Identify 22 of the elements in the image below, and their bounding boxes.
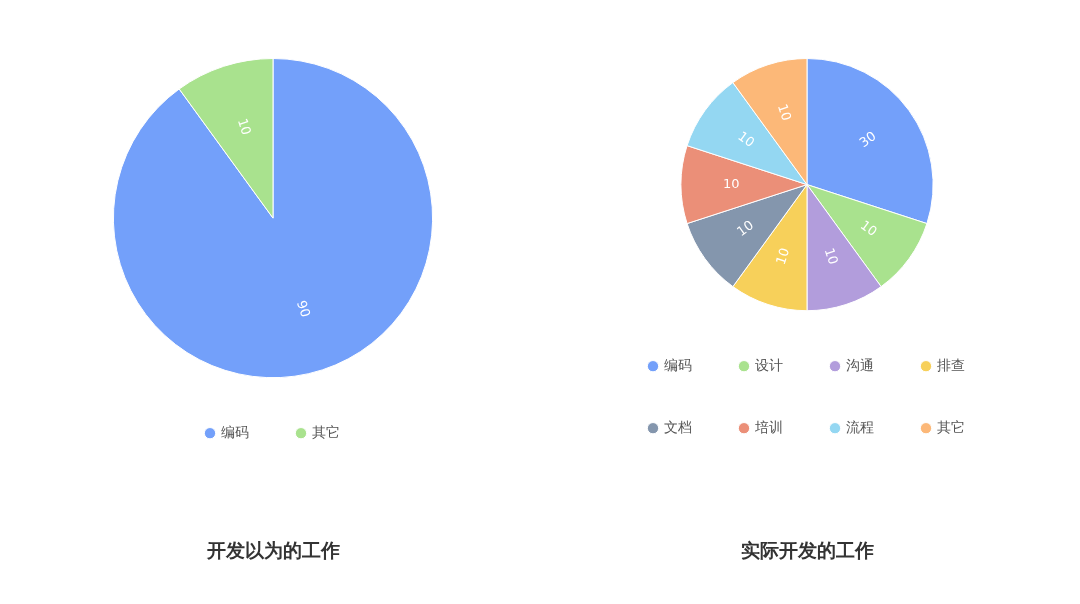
data-label: 10	[234, 116, 255, 137]
legend-label: 排查	[937, 356, 965, 373]
data-label: 10	[775, 102, 795, 123]
data-label: 10	[772, 246, 793, 267]
legend-label: 编码	[664, 356, 692, 373]
text: 开发以为的工作	[205, 538, 340, 561]
data-label: 10	[857, 217, 880, 240]
legend-label: 其它	[312, 423, 340, 440]
data-label: 10	[735, 128, 758, 151]
data-label: 30	[856, 128, 879, 151]
legend-label: 流程	[846, 418, 874, 435]
legend-label: 沟通	[846, 356, 874, 373]
legend-label: 编码	[221, 423, 249, 440]
data-label: 90	[293, 298, 314, 320]
legend-label: 培训	[754, 418, 783, 435]
text: 实际开发的工作	[740, 538, 874, 561]
data-label: 10	[734, 217, 757, 240]
legend-label: 文档	[664, 418, 692, 435]
data-label: 10	[723, 175, 740, 191]
legend-label: 设计	[755, 356, 783, 373]
data-label: 10	[821, 246, 842, 267]
legend-label: 其它	[937, 418, 965, 435]
